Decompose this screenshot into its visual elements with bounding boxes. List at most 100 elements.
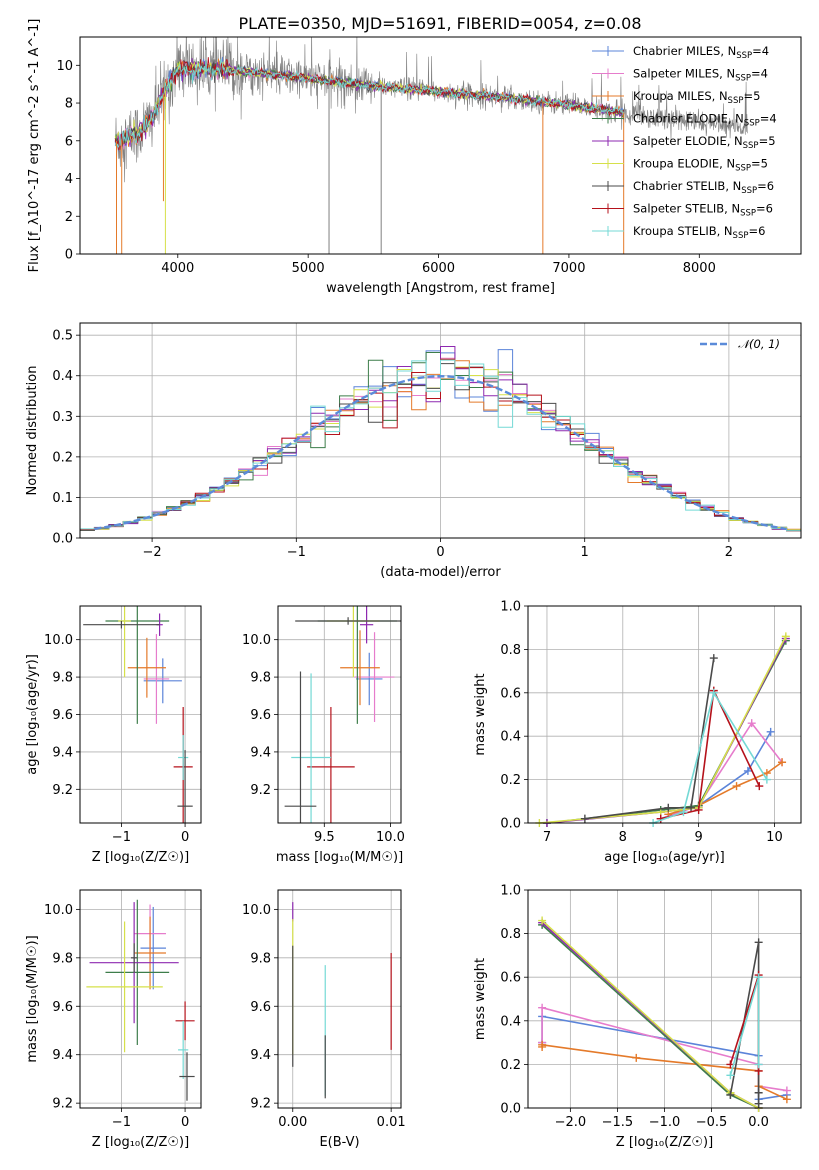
weight-line-salpeter-miles — [660, 721, 783, 820]
age-vs-mass-panel: 9.5 10.0 9.2 9.4 9.6 9.8 10.0 mass [log₁₀(M/M☉)… — [242, 605, 405, 865]
y-tick-label: 0.2 — [500, 773, 521, 788]
x-tick-label: 10.0 — [376, 830, 405, 845]
y-tick-label: 9.6 — [52, 708, 73, 723]
legend-label: Kroupa MILES, NSSP=5 — [633, 89, 760, 106]
y-tick-label: 9.4 — [250, 1048, 271, 1063]
errorbar-point — [143, 634, 170, 724]
plot-frame — [79, 889, 202, 1109]
y-tick-label: 9.8 — [52, 951, 73, 966]
errorbar-point — [284, 671, 317, 823]
errorbar-point — [307, 707, 355, 823]
x-tick-label: 8000 — [683, 261, 716, 276]
y-axis-label: mass weight — [473, 958, 488, 1040]
x-tick-label: −2 — [143, 545, 162, 560]
legend-label-sub: SSP — [743, 141, 759, 151]
legend-label-main: Kroupa MILES, N — [633, 89, 728, 103]
x-tick-label: 0.01 — [377, 1115, 406, 1130]
x-tick-label: −2.0 — [555, 1115, 587, 1130]
y-tick-label: 9.8 — [250, 951, 271, 966]
legend-label-suffix: =6 — [756, 202, 773, 216]
y-tick-label: 0.0 — [52, 532, 73, 547]
weight-marker — [687, 803, 696, 812]
x-tick-label: −1 — [112, 830, 131, 845]
weight-vs-age-panel: 7 8 9 10 0.0 0.2 0.4 0.6 0.8 1.0 age [log₁₀(age/yr… — [473, 600, 802, 865]
errorbar-point — [354, 632, 395, 722]
legend-label-sub: SSP — [728, 96, 744, 106]
errorbar-point — [179, 1052, 195, 1101]
y-tick-label: 0.3 — [52, 410, 73, 425]
weight-vs-metallicity-panel: −2.0 −1.5 −1.0 −0.5 0.0 0.0 0.2 0.4 0.6 0.8 1.0 Z [… — [473, 884, 802, 1150]
x-axis-label: Z [log₁₀(Z/Z☉)] — [616, 1135, 713, 1150]
y-tick-label: 9.4 — [250, 745, 271, 760]
y-tick-label: 0.5 — [52, 329, 73, 344]
x-tick-label: −1 — [112, 1115, 131, 1130]
legend-label: Salpeter MILES, NSSP=4 — [633, 67, 768, 84]
weight-line-salpeter-elodie — [546, 638, 787, 824]
legend-label: Salpeter STELIB, NSSP=6 — [633, 202, 773, 219]
y-tick-label: 0.6 — [500, 971, 521, 986]
legend-label-suffix: =5 — [751, 157, 768, 171]
weight-marker — [781, 632, 790, 641]
weight-marker — [664, 803, 673, 812]
errorbar-point — [105, 606, 170, 724]
weight-marker — [694, 805, 703, 814]
x-tick-label: 0 — [436, 545, 444, 560]
weight-marker — [754, 1099, 763, 1108]
x-tick-label: 2 — [725, 545, 733, 560]
y-tick-label: 0.2 — [500, 1058, 521, 1073]
x-tick-label: 7 — [543, 830, 551, 845]
y-tick-label: 0.0 — [500, 1102, 521, 1117]
weight-marker — [709, 688, 718, 697]
errorbar-point — [83, 620, 160, 629]
spectrum-panel: 4000 5000 6000 7000 8000 0 2 4 6 8 10 wavelength [A… — [27, 19, 802, 296]
x-tick-label: 0 — [181, 1115, 189, 1130]
errorbar-point — [118, 606, 131, 678]
weight-marker — [762, 775, 771, 784]
y-tick-label: 9.6 — [250, 708, 271, 723]
plot-frame — [79, 36, 802, 255]
y-tick-label: 0.2 — [52, 450, 73, 465]
plot-frame — [277, 889, 402, 1109]
y-tick-label: 0.4 — [52, 369, 73, 384]
weight-marker — [755, 782, 764, 791]
y-tick-label: 9.6 — [52, 1000, 73, 1015]
weight-marker — [754, 938, 763, 947]
legend-label-suffix: =5 — [743, 89, 760, 103]
legend-label: Chabrier ELODIE, NSSP=4 — [633, 112, 777, 129]
weight-marker — [538, 1040, 547, 1049]
errorbar-point — [105, 899, 170, 1046]
y-tick-label: 9.8 — [250, 671, 271, 686]
errorbar-point — [178, 1020, 189, 1079]
errorbar-point — [340, 630, 380, 706]
y-axis-label: age [log₁₀(age/yr)] — [25, 654, 40, 775]
weight-marker — [732, 782, 741, 791]
y-tick-label: 9.4 — [52, 745, 73, 760]
x-axis-label: (data-model)/error — [380, 565, 501, 580]
weight-marker — [726, 1071, 735, 1080]
errorbar-point — [360, 606, 374, 644]
legend-label-main: Salpeter STELIB, N — [633, 202, 740, 216]
legend-label-sub: SSP — [735, 74, 751, 84]
legend-label-main: Chabrier ELODIE, N — [633, 112, 744, 126]
errorbar-point — [130, 943, 138, 973]
legend-label-main: Kroupa ELODIE, N — [633, 157, 735, 171]
y-tick-label: 10.0 — [242, 903, 271, 918]
weight-marker — [754, 1060, 763, 1069]
y-tick-label: 9.4 — [52, 1048, 73, 1063]
legend-label-main: Chabrier MILES, N — [633, 44, 736, 58]
weight-line-salpeter-stelib — [660, 687, 761, 820]
age-vs-metallicity-panel: −1 0 9.2 9.4 9.6 9.8 10.0 Z [log₁₀(Z/Z☉)] age [l… — [25, 605, 202, 865]
plot-frame — [527, 889, 802, 1109]
x-axis-label: Z [log₁₀(Z/Z☉)] — [92, 850, 189, 865]
y-tick-label: 9.2 — [250, 783, 271, 798]
legend-label-sub: SSP — [741, 186, 757, 196]
weight-marker — [778, 758, 787, 767]
legend-label: Kroupa ELODIE, NSSP=5 — [633, 157, 768, 174]
x-axis-label: E(B-V) — [319, 1135, 359, 1150]
y-axis-label: mass weight — [473, 673, 488, 755]
x-tick-label: 1 — [581, 545, 589, 560]
mass-vs-metallicity-panel: −1 0 9.2 9.4 9.6 9.8 10.0 Z [log₁₀(Z/Z☉)] mass [… — [25, 889, 202, 1150]
y-tick-label: 0.4 — [500, 1014, 521, 1029]
weight-line-chabrier-elodie — [546, 640, 787, 824]
